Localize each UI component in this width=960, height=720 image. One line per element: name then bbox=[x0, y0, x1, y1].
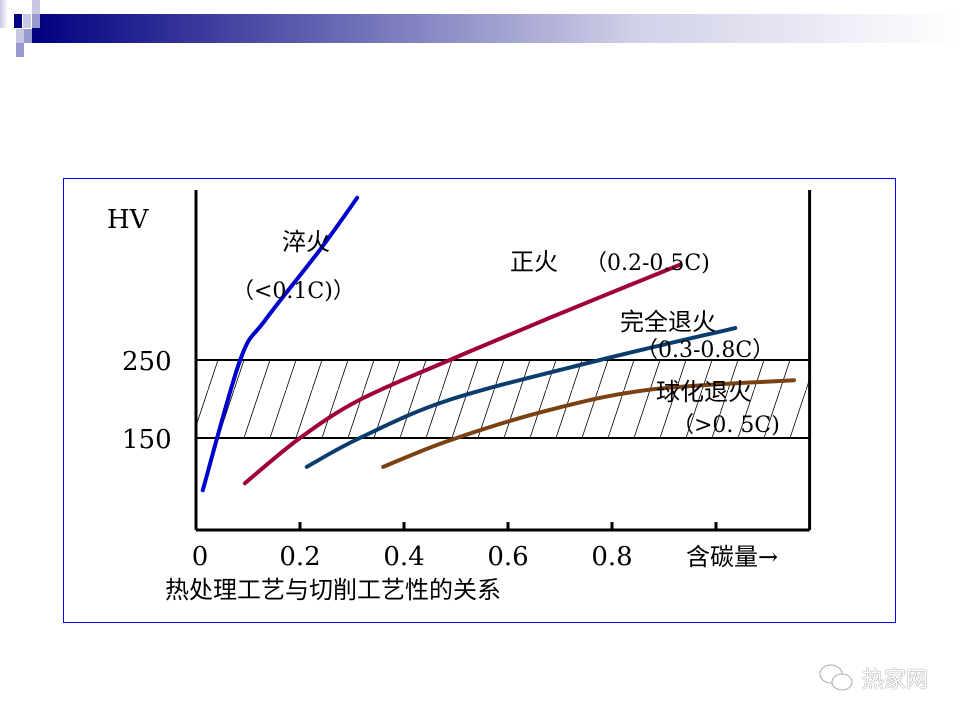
legend-sub-quench: （<0.1C)） bbox=[232, 279, 355, 304]
decor-square bbox=[32, 0, 40, 14]
x-tick-label: 0.2 bbox=[279, 542, 320, 572]
decor-square bbox=[24, 29, 32, 43]
legend-sub-normalize: （0.2-0.5C) bbox=[585, 251, 710, 276]
decor-square bbox=[23, 14, 31, 28]
y-tick-label: 150 bbox=[122, 425, 172, 455]
title-gradient-bar bbox=[32, 14, 960, 43]
x-axis-label: 含碳量→ bbox=[686, 543, 778, 571]
x-tick-label: 0.8 bbox=[591, 542, 632, 572]
decor-square bbox=[16, 29, 24, 43]
watermark-text: 热家网 bbox=[862, 668, 929, 693]
decor-square bbox=[0, 0, 8, 28]
legend-label-quench: 淬火 bbox=[282, 228, 330, 256]
legend-label-full-anneal: 完全退火 bbox=[620, 308, 716, 336]
x-tick-label: 0.6 bbox=[487, 542, 528, 572]
series-line-0 bbox=[200, 195, 360, 493]
y-tick-label: 250 bbox=[122, 347, 172, 377]
wechat-icon bbox=[819, 664, 853, 691]
decor-square bbox=[14, 14, 22, 28]
legend-sub-full-anneal: （0.3-0.8C） bbox=[636, 338, 774, 363]
decor-square bbox=[32, 14, 40, 28]
series-line-2 bbox=[304, 326, 738, 469]
legend-label-spheroidize: 球化退火 bbox=[656, 378, 752, 406]
chart-caption: 热处理工艺与切削工艺性的关系 bbox=[165, 576, 501, 604]
series-line-1 bbox=[242, 262, 682, 486]
decor-square bbox=[16, 43, 24, 57]
legend-label-normalize: 正火 bbox=[510, 248, 558, 276]
series-line-3 bbox=[381, 378, 796, 469]
chart-frame bbox=[63, 178, 896, 623]
x-tick-label: 0.4 bbox=[383, 542, 424, 572]
legend-sub-spheroidize: （>0. 5C) bbox=[672, 413, 780, 438]
watermark: 热家网 bbox=[818, 662, 928, 694]
y-axis-label: HV bbox=[107, 205, 150, 235]
x-tick-label: 0 bbox=[192, 542, 209, 572]
